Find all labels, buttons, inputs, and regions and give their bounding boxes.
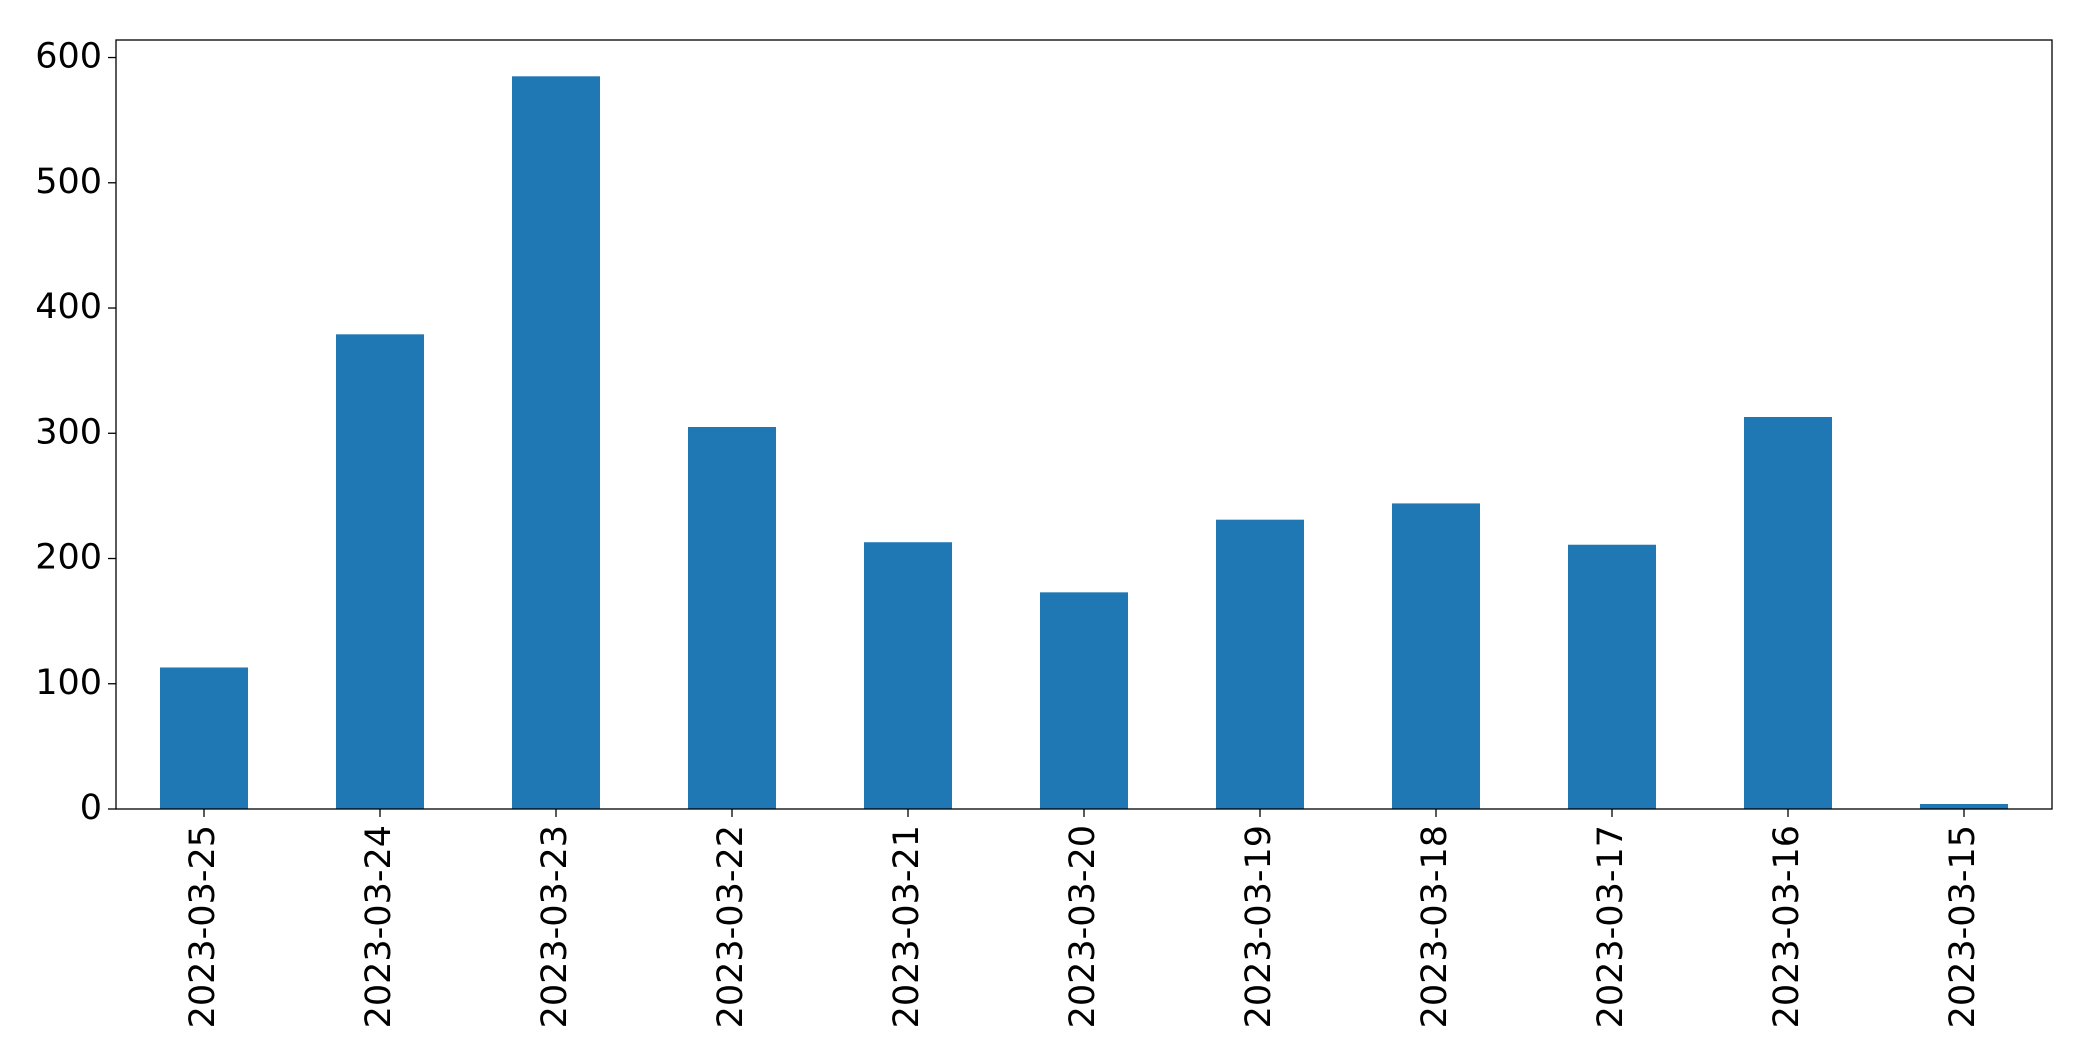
x-tick-label: 2023-03-25 <box>183 825 223 1028</box>
x-tick-label: 2023-03-24 <box>359 825 399 1028</box>
plot-frame <box>115 39 2053 810</box>
x-tick-label: 2023-03-19 <box>1239 825 1279 1028</box>
bar <box>1568 544 1656 809</box>
bar <box>1920 803 2008 809</box>
y-tick-label: 100 <box>35 663 102 703</box>
x-tick-label: 2023-03-18 <box>1415 825 1455 1028</box>
bar <box>336 334 424 809</box>
bar <box>512 76 600 809</box>
bar <box>1744 416 1832 809</box>
bar <box>1216 519 1304 809</box>
y-tick-label: 200 <box>35 538 102 578</box>
x-tick-label: 2023-03-23 <box>535 825 575 1028</box>
y-tick-label: 300 <box>35 412 102 452</box>
bar <box>1392 503 1480 809</box>
y-tick-label: 600 <box>35 37 102 77</box>
x-tick-label: 2023-03-15 <box>1943 825 1983 1028</box>
y-tick-label: 400 <box>35 287 102 327</box>
x-tick-label: 2023-03-21 <box>887 825 927 1028</box>
bar <box>1040 592 1128 809</box>
x-tick-label: 2023-03-22 <box>711 825 751 1028</box>
x-tick-label: 2023-03-16 <box>1767 825 1807 1028</box>
bar <box>160 667 248 809</box>
x-tick-label: 2023-03-20 <box>1063 825 1103 1028</box>
x-tick-label: 2023-03-17 <box>1591 825 1631 1028</box>
bar <box>688 427 776 809</box>
bar <box>864 542 952 809</box>
y-tick-label: 0 <box>80 788 102 828</box>
y-tick-label: 500 <box>35 162 102 202</box>
